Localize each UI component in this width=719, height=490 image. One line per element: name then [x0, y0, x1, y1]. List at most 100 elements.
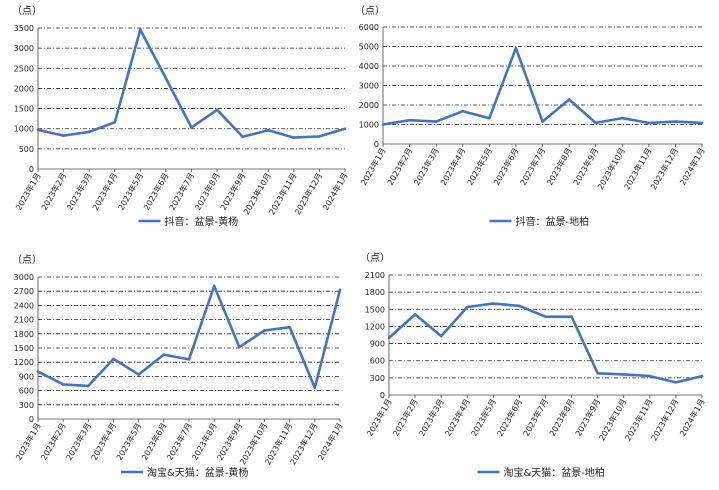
data-point	[112, 357, 115, 361]
data-point	[139, 28, 142, 31]
data-point	[620, 116, 624, 120]
chart-panel: （点）05001000150020002500300035002023年1月20…	[12, 5, 350, 228]
x-tick-label: 2024年1月	[677, 146, 706, 187]
unit-label: （点）	[355, 5, 385, 17]
data-point	[541, 120, 544, 123]
y-tick-label: 1500	[14, 344, 34, 353]
series-line	[37, 284, 342, 390]
series-line	[37, 28, 346, 139]
legend-label: 淘宝&天猫：盆景-地柏	[504, 466, 605, 479]
x-tick-label: 2023年3月	[412, 146, 441, 187]
x-tick-label: 2023年2月	[39, 171, 68, 212]
y-tick-label: 5000	[359, 43, 379, 52]
y-tick-label: 4000	[359, 62, 379, 71]
data-point	[343, 127, 347, 131]
y-tick-label: 1000	[359, 121, 379, 130]
x-tick-label: 2023年4月	[443, 397, 472, 438]
y-tick-label: 2100	[14, 316, 34, 325]
data-point	[648, 374, 652, 378]
data-point	[387, 336, 391, 340]
y-tick-label: 1200	[365, 322, 385, 331]
data-point	[62, 134, 65, 137]
y-tick-label: 0	[29, 165, 34, 174]
y-tick-label: 2500	[14, 64, 34, 73]
data-point	[700, 121, 704, 125]
x-tick-label: 2023年9月	[573, 397, 602, 438]
x-tick-label: 2023年3月	[65, 171, 94, 212]
y-tick-label: 500	[19, 145, 34, 154]
y-tick-label: 6000	[359, 23, 379, 32]
y-tick-label: 2000	[14, 84, 34, 93]
x-tick-label: 2023年1月	[358, 146, 387, 187]
y-tick-label: 0	[374, 140, 379, 149]
y-tick-label: 1000	[14, 125, 34, 134]
y-tick-label: 2400	[14, 301, 34, 310]
x-tick-label: 2023年5月	[465, 146, 494, 187]
x-tick-label: 2023年3月	[64, 421, 93, 462]
data-point	[488, 116, 491, 120]
data-point	[87, 130, 91, 134]
x-tick-label: 2023年2月	[39, 421, 68, 462]
x-tick-label: 2023年7月	[521, 397, 550, 438]
y-tick-label: 2000	[359, 101, 379, 110]
data-point	[570, 315, 573, 319]
data-point	[288, 325, 291, 329]
x-tick-label: 2023年7月	[518, 146, 547, 187]
data-point	[36, 128, 40, 132]
y-tick-label: 2700	[14, 287, 34, 296]
unit-label: （点）	[12, 5, 42, 17]
x-tick-label: 2023年5月	[114, 421, 143, 462]
x-tick-label: 2023年11月	[622, 146, 654, 191]
y-tick-label: 1500	[14, 105, 34, 114]
y-tick-label: 1800	[365, 288, 385, 297]
data-point	[674, 120, 677, 123]
data-point	[518, 304, 521, 308]
chart-panel: （点）01000200030004000500060002023年1月2023年…	[355, 5, 707, 228]
data-point	[190, 126, 193, 129]
data-point	[212, 284, 216, 288]
data-point	[238, 345, 241, 349]
x-tick-label: 2023年8月	[547, 397, 576, 438]
x-tick-label: 2023年7月	[167, 171, 196, 212]
unit-label: （点）	[12, 254, 42, 266]
y-tick-label: 900	[19, 372, 34, 381]
data-point	[164, 77, 168, 80]
x-tick-label: 2023年12月	[648, 146, 680, 191]
data-point	[647, 121, 651, 125]
data-point	[61, 383, 65, 386]
data-point	[434, 120, 438, 123]
x-tick-label: 2023年8月	[544, 146, 573, 187]
x-tick-label: 2024年1月	[677, 397, 706, 438]
data-point	[266, 129, 270, 132]
data-point	[215, 108, 219, 112]
y-tick-label: 900	[370, 340, 385, 349]
data-point	[439, 334, 443, 338]
data-point	[187, 358, 191, 361]
y-tick-label: 2100	[365, 271, 385, 280]
y-tick-label: 3000	[359, 82, 379, 91]
x-tick-label: 2023年9月	[571, 146, 600, 187]
data-point	[338, 288, 342, 292]
x-tick-label: 2023年1月	[13, 421, 42, 462]
x-tick-label: 2023年4月	[90, 171, 119, 212]
x-tick-label: 2023年2月	[385, 146, 414, 187]
y-tick-label: 0	[380, 391, 385, 400]
data-point	[263, 329, 266, 332]
x-tick-label: 2023年6月	[495, 397, 524, 438]
x-tick-label: 2023年1月	[13, 171, 42, 212]
data-point	[318, 135, 321, 138]
y-tick-label: 0	[29, 415, 34, 424]
y-tick-label: 600	[19, 387, 34, 396]
data-point	[36, 370, 40, 373]
data-point	[113, 120, 117, 124]
data-point	[514, 46, 518, 50]
x-tick-label: 2024年1月	[320, 171, 349, 212]
data-point	[596, 371, 599, 375]
data-point	[408, 118, 411, 122]
data-point	[674, 381, 678, 384]
y-tick-label: 300	[19, 401, 34, 410]
data-point	[137, 373, 140, 376]
y-tick-label: 3000	[14, 273, 34, 282]
data-point	[413, 313, 417, 316]
